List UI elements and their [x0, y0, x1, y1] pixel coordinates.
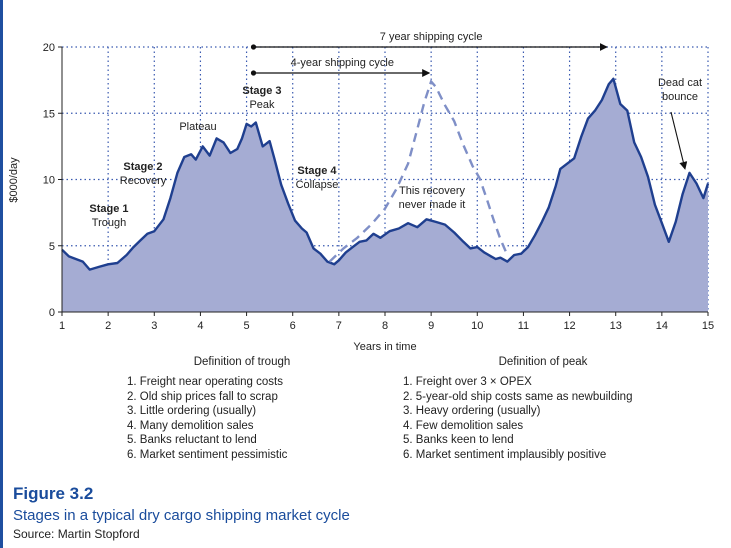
x-tick-label: 13 [610, 320, 622, 332]
y-tick-label: 10 [43, 175, 55, 187]
seven-year-cycle-dot [250, 44, 257, 50]
trough-definition: Definition of trough 1. Freight near ope… [127, 356, 357, 463]
dead-cat-label: bounce [662, 91, 698, 103]
stage4-label: Collapse [296, 179, 339, 191]
figure-panel: 0 5 10 15 20 1 2 3 4 5 6 7 8 9 10 11 12 13 14 15 Years in ti… [3, 0, 731, 548]
x-tick-label: 9 [428, 320, 434, 332]
annotations: 7 year shipping cycle 4-year shipping cyc… [89, 31, 702, 229]
peak-item: 5. Banks keen to lend [403, 434, 514, 447]
y-axis-label: $000/day [8, 157, 20, 203]
x-tick-label: 4 [197, 320, 203, 332]
figure-label: Figure 3.2 [13, 484, 94, 503]
x-tick-label: 12 [563, 320, 575, 332]
x-tick-label: 11 [518, 320, 529, 332]
stage2-label: Recovery [120, 175, 167, 187]
y-tick-label: 20 [43, 42, 55, 54]
x-tick-label: 15 [702, 320, 714, 332]
y-tick-label: 0 [49, 307, 55, 319]
x-axis-label: Years in time [353, 341, 416, 352]
trough-item: 1. Freight near operating costs [127, 376, 283, 388]
x-tick-label: 3 [151, 320, 157, 332]
figure-caption: Stages in a typical dry cargo shipping m… [13, 507, 350, 524]
peak-item: 1. Freight over 3 × OPEX [403, 376, 532, 388]
stage3-label: Peak [249, 99, 275, 111]
y-tick-label: 5 [49, 241, 55, 253]
x-tick-label: 6 [290, 320, 296, 332]
trough-item: 6. Market sentiment pessimistic [127, 448, 288, 461]
peak-item: 3. Heavy ordering (usually) [403, 405, 541, 418]
peak-item: 2. 5-year-old ship costs same as newbuil… [403, 390, 633, 403]
seven-year-cycle-label: 7 year shipping cycle [380, 31, 483, 43]
figure-source: Source: Martin Stopford [13, 527, 140, 541]
peak-item: 4. Few demolition sales [403, 419, 524, 432]
stage1-label: Trough [92, 217, 126, 229]
four-year-cycle-dot [250, 70, 257, 76]
x-tick-label: 14 [656, 320, 668, 332]
peak-definition: Definition of peak 1. Freight over 3 × O… [403, 356, 683, 463]
rate-area [62, 78, 708, 312]
rate-line [61, 77, 710, 271]
dead-cat-pointer [670, 111, 688, 170]
stage1-label: Stage 1 [89, 203, 128, 215]
trough-item: 3. Little ordering (usually) [127, 405, 257, 418]
no-recovery-label: never made it [399, 199, 466, 211]
x-tick-label: 1 [59, 320, 65, 332]
series-layer [61, 77, 710, 312]
x-tick-label: 10 [471, 320, 483, 332]
peak-definition-title: Definition of peak [498, 356, 588, 368]
four-year-cycle-label: 4-year shipping cycle [291, 57, 394, 69]
x-tick-label: 2 [105, 320, 111, 332]
dead-cat-label: Dead cat [658, 77, 702, 89]
x-tick-label: 8 [382, 320, 388, 332]
trough-definition-title: Definition of trough [193, 356, 291, 368]
hypothetical-recovery-line [328, 79, 509, 263]
trough-item: 4. Many demolition sales [127, 419, 254, 432]
y-tick-label: 15 [43, 108, 55, 120]
stage3-label: Stage 3 [242, 85, 281, 97]
stage4-label: Stage 4 [297, 165, 337, 177]
plateau-label: Plateau [179, 121, 216, 133]
no-recovery-label: This recovery [399, 185, 466, 197]
trough-item: 5. Banks reluctant to lend [127, 434, 257, 447]
x-tick-label: 5 [244, 320, 250, 332]
peak-item: 6. Market sentiment implausibly positive [403, 448, 607, 461]
trough-item: 2. Old ship prices fall to scrap [127, 390, 278, 403]
x-tick-label: 7 [336, 320, 342, 332]
stage2-label: Stage 2 [123, 161, 162, 173]
